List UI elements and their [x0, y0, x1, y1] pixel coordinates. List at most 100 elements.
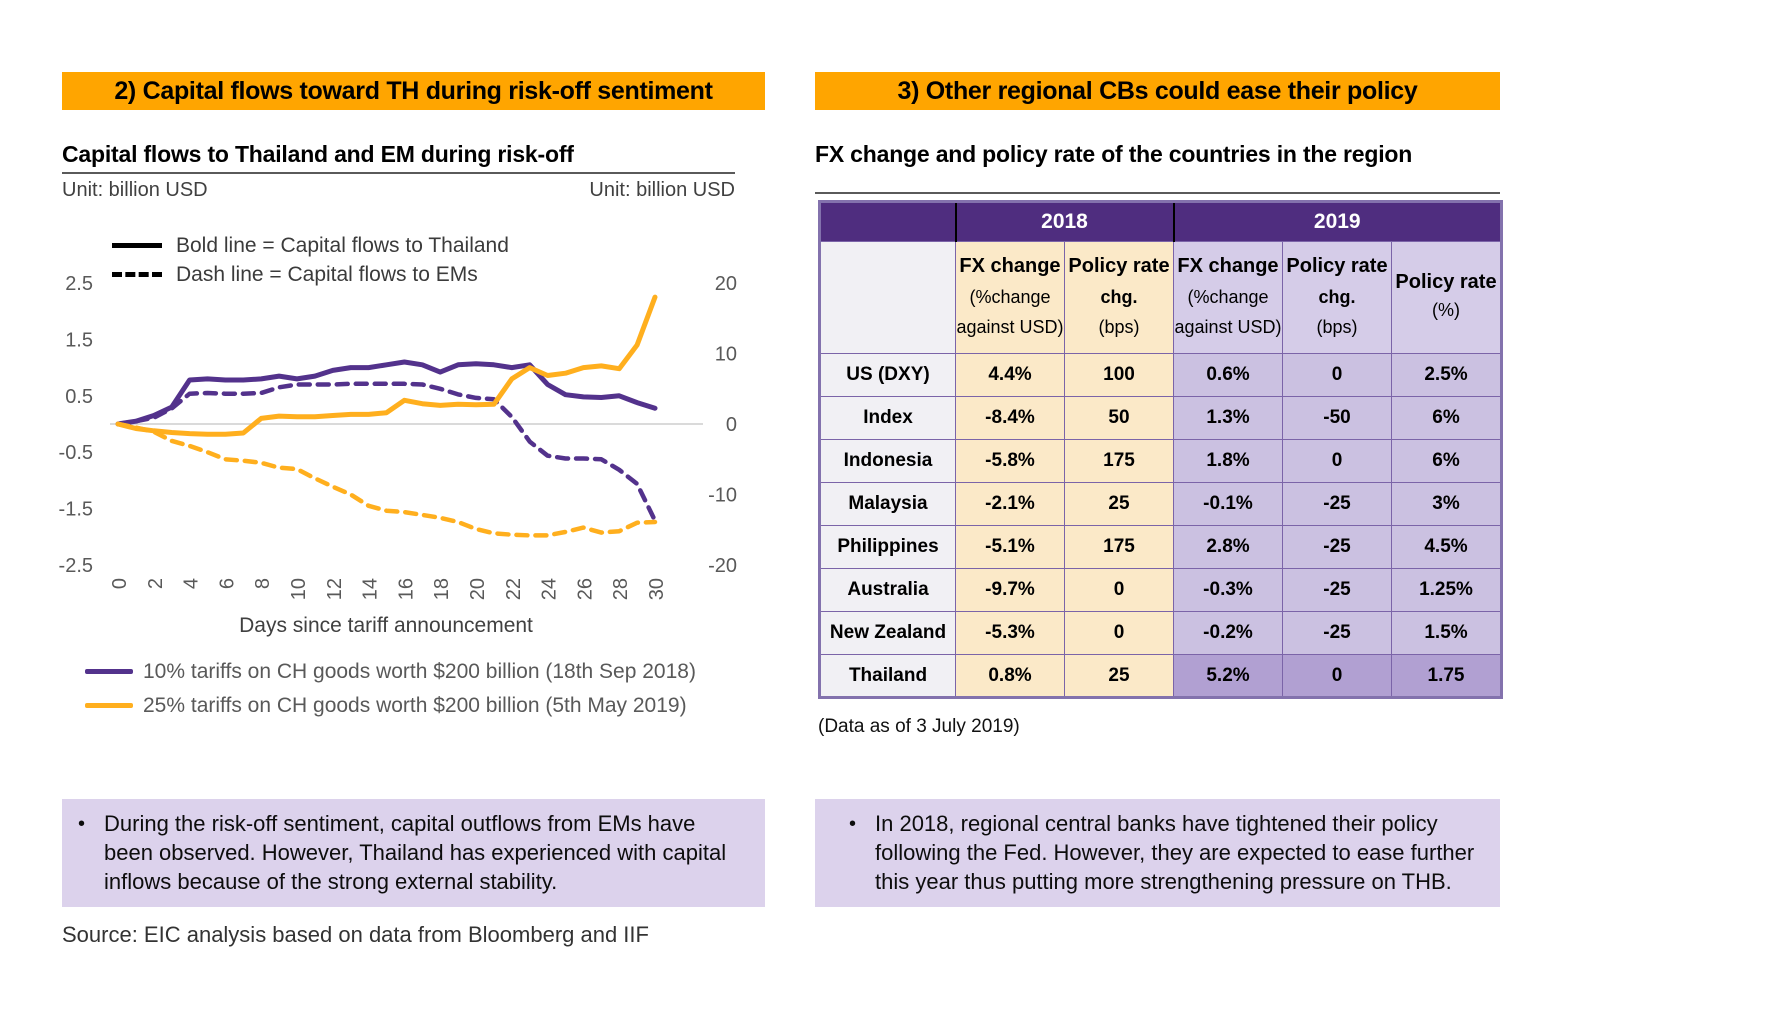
left-note-text: During the risk-off sentiment, capital o… [104, 811, 727, 894]
table-row-index: Index -8.4% 50 1.3% -50 6% [819, 396, 1502, 440]
series-line [115, 421, 658, 538]
unit-row: Unit: billion USD Unit: billion USD [62, 179, 735, 202]
value-cell: 1.75 [1391, 654, 1502, 698]
table-row-new-zealand: New Zealand -5.3% 0 -0.2% -25 1.5% [819, 611, 1502, 655]
value-cell: 0 [1064, 568, 1174, 612]
series-legend-10pct: 10% tariffs on CH goods worth $200 billi… [85, 660, 696, 684]
x-tick-label: 16 [395, 578, 417, 600]
value-cell: 175 [1064, 439, 1174, 483]
unit-label-left: Unit: billion USD [62, 179, 208, 201]
value-cell: 0 [1064, 611, 1174, 655]
year-header-2018: 2018 [954, 201, 1174, 242]
x-tick-label: 4 [181, 578, 203, 589]
value-cell: 5.2% [1173, 654, 1283, 698]
series-legend-label: 10% tariffs on CH goods worth $200 billi… [143, 660, 696, 683]
value-cell: -5.3% [955, 611, 1065, 655]
country-cell: Australia [819, 568, 956, 612]
x-tick-label: 24 [539, 578, 561, 600]
y-left-tick-label: 0.5 [65, 386, 93, 408]
value-cell: 6% [1391, 396, 1502, 440]
country-cell: US (DXY) [819, 353, 956, 397]
x-tick-label: 18 [431, 578, 453, 600]
value-cell: 4.5% [1391, 525, 1502, 569]
x-axis-title: Days since tariff announcement [239, 614, 533, 637]
right-note-box: • In 2018, regional central banks have t… [815, 799, 1500, 907]
value-cell: 25 [1064, 482, 1174, 526]
value-cell: -0.1% [1173, 482, 1283, 526]
unit-label-right: Unit: billion USD [589, 179, 735, 201]
col-header-policy-rate: Policy rate (%) [1391, 241, 1502, 354]
value-cell: 1.3% [1173, 396, 1283, 440]
series-line [115, 294, 658, 437]
y-left-tick-label: -0.5 [59, 442, 93, 464]
x-tick-label: 6 [216, 578, 238, 589]
value-cell: 175 [1064, 525, 1174, 569]
table-row-malaysia: Malaysia -2.1% 25 -0.1% -25 3% [819, 482, 1502, 526]
value-cell: -50 [1282, 396, 1392, 440]
orange-line-sample-icon [85, 703, 133, 708]
table-row-thailand: Thailand 0.8% 25 5.2% 0 1.75 [819, 654, 1502, 698]
x-tick-label: 30 [646, 578, 668, 600]
value-cell: -5.1% [955, 525, 1065, 569]
corner-cell [819, 241, 956, 354]
value-cell: 1.25% [1391, 568, 1502, 612]
value-cell: 2.8% [1173, 525, 1283, 569]
series-line [115, 359, 658, 427]
x-tick-label: 14 [360, 578, 382, 600]
country-cell: New Zealand [819, 611, 956, 655]
x-tick-label: 10 [288, 578, 310, 600]
country-cell: Index [819, 396, 956, 440]
y-left-tick-label: 1.5 [65, 329, 93, 351]
corner-cell [819, 201, 956, 242]
inner-legend-label: Dash line = Capital flows to EMs [176, 263, 478, 286]
value-cell: -0.2% [1173, 611, 1283, 655]
value-cell: 0.8% [955, 654, 1065, 698]
table-title: FX change and policy rate of the countri… [815, 141, 1413, 167]
value-cell: 0 [1282, 654, 1392, 698]
x-tick-label: 12 [324, 578, 346, 600]
x-tick-label: 2 [145, 578, 167, 589]
y-left-tick-label: -2.5 [59, 555, 93, 577]
table-data-caption: (Data as of 3 July 2019) [818, 716, 1020, 737]
country-cell: Indonesia [819, 439, 956, 483]
value-cell: 3% [1391, 482, 1502, 526]
chart-title-rule [62, 172, 735, 174]
value-cell: -25 [1282, 568, 1392, 612]
left-header-band: 2) Capital flows toward TH during risk-o… [62, 72, 765, 110]
country-cell: Malaysia [819, 482, 956, 526]
bold-line-sample-icon [112, 243, 162, 248]
y-right-tick-label: -10 [708, 485, 737, 507]
country-cell: Thailand [819, 654, 956, 698]
value-cell: 25 [1064, 654, 1174, 698]
bullet-icon: • [849, 813, 857, 835]
series-legend-25pct: 25% tariffs on CH goods worth $200 billi… [85, 694, 687, 718]
x-tick-label: 22 [503, 578, 525, 600]
inner-legend-ems: Dash line = Capital flows to EMs [112, 263, 478, 287]
value-cell: -2.1% [955, 482, 1065, 526]
table-row-indonesia: Indonesia -5.8% 175 1.8% 0 6% [819, 439, 1502, 483]
inner-legend-thailand: Bold line = Capital flows to Thailand [112, 234, 509, 258]
table-row-philippines: Philippines -5.1% 175 2.8% -25 4.5% [819, 525, 1502, 569]
value-cell: 0 [1282, 353, 1392, 397]
fx-policy-table: 2018 2019 FX change (%change against USD… [818, 200, 1503, 699]
value-cell: 0 [1282, 439, 1392, 483]
chart-title: Capital flows to Thailand and EM during … [62, 141, 574, 167]
value-cell: 6% [1391, 439, 1502, 483]
y-right-tick-label: 10 [715, 344, 737, 366]
capital-flows-chart: 2.5 1.5 0.5 -0.5 -1.5 -2.5 20 10 0 -10 -20 0 2 4 6 8 10 1… [55, 222, 760, 657]
col-header-policy-chg-2018: Policy rate chg. (bps) [1064, 241, 1174, 354]
y-left-tick-label: 2.5 [65, 273, 93, 295]
x-tick-label: 20 [467, 578, 489, 600]
col-header-policy-chg-2019: Policy rate chg. (bps) [1282, 241, 1392, 354]
value-cell: 2.5% [1391, 353, 1502, 397]
country-cell: Philippines [819, 525, 956, 569]
inner-legend-label: Bold line = Capital flows to Thailand [176, 234, 509, 257]
col-header-fx-2018: FX change (%change against USD) [955, 241, 1065, 354]
table-title-rule [815, 192, 1500, 194]
y-right-tick-label: -20 [708, 555, 737, 577]
value-cell: -9.7% [955, 568, 1065, 612]
value-cell: 1.8% [1173, 439, 1283, 483]
value-cell: 1.5% [1391, 611, 1502, 655]
x-tick-label: 28 [610, 578, 632, 600]
